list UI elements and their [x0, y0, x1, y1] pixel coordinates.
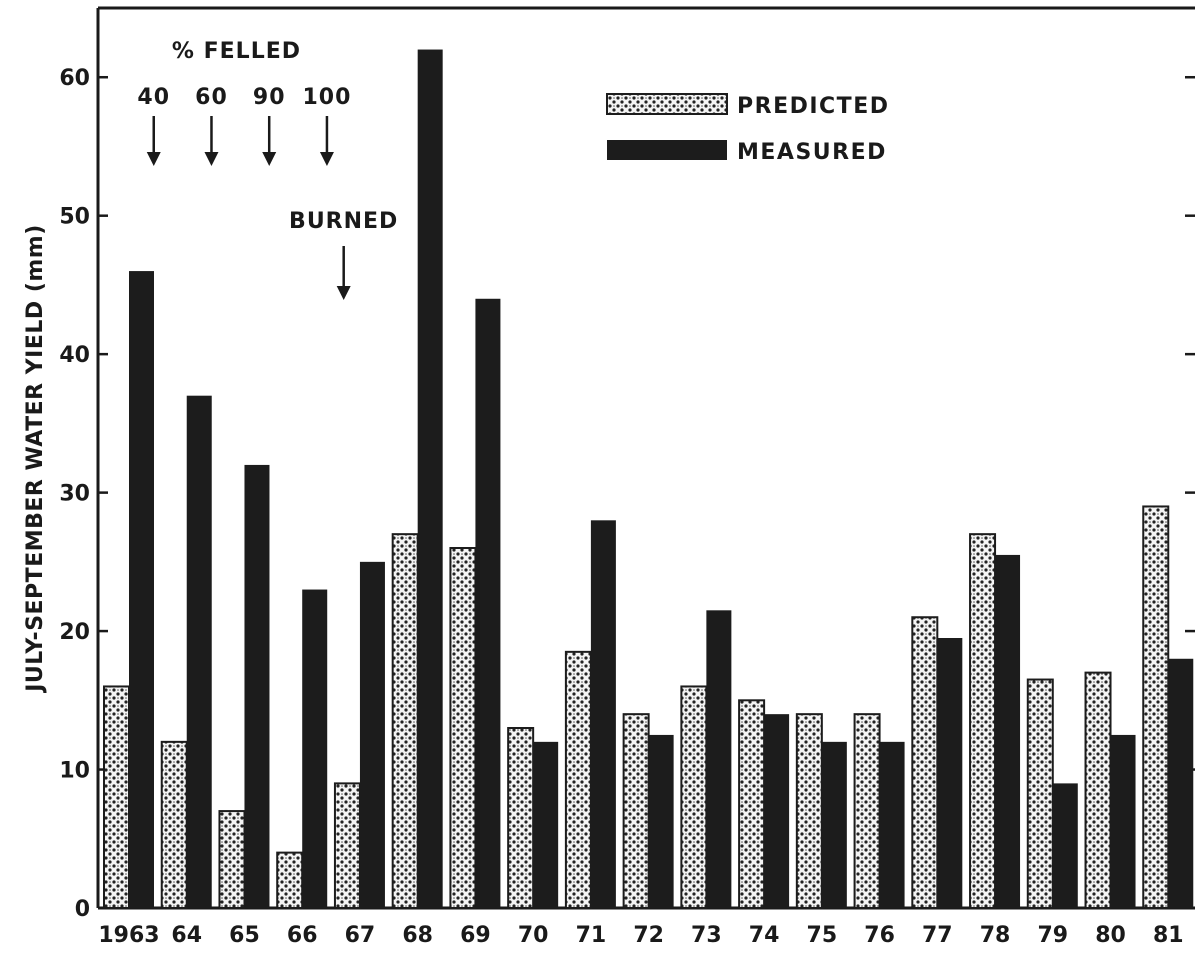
bar-predicted-65 — [218, 810, 246, 909]
bar-measured-75 — [821, 741, 847, 908]
felled-arrow-head — [262, 152, 277, 166]
bar-measured-79 — [1052, 783, 1078, 908]
bar-predicted-75 — [795, 713, 823, 910]
bars — [103, 49, 1194, 910]
bar-measured-73 — [706, 610, 732, 908]
bar-measured-67 — [359, 561, 385, 908]
x-tick-label: 77 — [922, 923, 953, 948]
x-tick-label: 70 — [518, 923, 549, 948]
x-tick-label: 1963 — [98, 923, 159, 948]
legend: PREDICTED MEASURED — [606, 93, 889, 165]
x-tick-label: 65 — [229, 923, 260, 948]
bar-measured-70 — [533, 741, 559, 908]
bar-predicted-68 — [391, 533, 419, 910]
bar-measured-72 — [648, 734, 674, 908]
felled-label: 60 — [195, 85, 228, 110]
legend-label-measured: MEASURED — [737, 140, 887, 165]
burned-arrow-head — [336, 286, 351, 300]
felled-label: 40 — [137, 85, 170, 110]
bar-measured-71 — [590, 520, 616, 908]
y-tick-label: 0 — [75, 897, 90, 922]
felled-title: % FELLED — [172, 39, 301, 64]
bar-predicted-69 — [449, 547, 477, 909]
bar-measured-78 — [995, 554, 1021, 908]
x-tick-label: 64 — [171, 923, 202, 948]
x-axis: 1963 64 65 66 67 68 69 70 71 72 73 74 75 76 77 78 79 80 81 — [98, 923, 1183, 948]
x-tick-label: 76 — [864, 923, 895, 948]
bar-predicted-1963 — [103, 685, 130, 910]
x-tick-label: 69 — [460, 923, 491, 948]
y-tick-label: 60 — [59, 66, 90, 91]
bar-predicted-77 — [911, 616, 939, 909]
felled-arrow-head — [146, 152, 161, 166]
bar-measured-1963 — [129, 271, 154, 909]
bar-predicted-76 — [853, 713, 881, 910]
bar-predicted-67 — [333, 782, 361, 910]
bar-predicted-79 — [1026, 678, 1054, 909]
bar-measured-68 — [417, 49, 443, 909]
felled-label: 90 — [253, 85, 286, 110]
bar-measured-64 — [186, 395, 212, 908]
bar-measured-66 — [302, 589, 328, 908]
y-axis-label: JULY-SEPTEMBER WATER YIELD (mm) — [23, 224, 48, 694]
legend-swatch-measured — [607, 140, 727, 160]
x-tick-label: 79 — [1037, 923, 1068, 948]
felled-arrow-head — [204, 152, 219, 166]
legend-swatch-predicted — [606, 93, 728, 115]
bar-predicted-78 — [969, 533, 997, 910]
y-tick-label: 40 — [59, 343, 90, 368]
legend-label-predicted: PREDICTED — [737, 94, 889, 119]
y-tick-label: 10 — [59, 759, 90, 784]
y-tick-label: 50 — [59, 205, 90, 230]
bar-predicted-81 — [1142, 505, 1170, 909]
bar-measured-76 — [879, 741, 905, 908]
x-tick-label: 73 — [691, 923, 722, 948]
bar-measured-65 — [244, 464, 270, 908]
x-tick-label: 72 — [633, 923, 664, 948]
bar-predicted-72 — [622, 713, 650, 910]
bar-predicted-80 — [1084, 671, 1112, 909]
x-tick-label: 81 — [1153, 923, 1184, 948]
bar-predicted-73 — [680, 685, 708, 910]
x-tick-label: 80 — [1095, 923, 1126, 948]
bar-predicted-66 — [276, 851, 304, 909]
x-tick-label: 71 — [576, 923, 607, 948]
burned-label: BURNED — [289, 209, 398, 234]
felled-arrow-head — [319, 152, 334, 166]
bar-measured-77 — [937, 638, 963, 908]
y-tick-label: 20 — [59, 620, 90, 645]
bar-predicted-70 — [507, 727, 535, 909]
bar-predicted-64 — [160, 740, 188, 909]
x-tick-label: 67 — [345, 923, 376, 948]
bar-measured-81 — [1168, 658, 1194, 908]
bar-measured-69 — [475, 298, 501, 908]
x-tick-label: 78 — [980, 923, 1011, 948]
x-tick-label: 68 — [402, 923, 433, 948]
bar-predicted-74 — [738, 699, 766, 909]
bar-measured-80 — [1110, 734, 1136, 908]
x-tick-label: 66 — [287, 923, 318, 948]
x-tick-label: 75 — [807, 923, 838, 948]
felled-label: 100 — [302, 85, 351, 110]
bar-measured-74 — [764, 714, 790, 908]
bar-predicted-71 — [564, 650, 592, 909]
x-tick-label: 74 — [749, 923, 780, 948]
y-tick-label: 30 — [59, 482, 90, 507]
y-axis: 0 10 20 30 40 50 60 — [59, 66, 1195, 922]
